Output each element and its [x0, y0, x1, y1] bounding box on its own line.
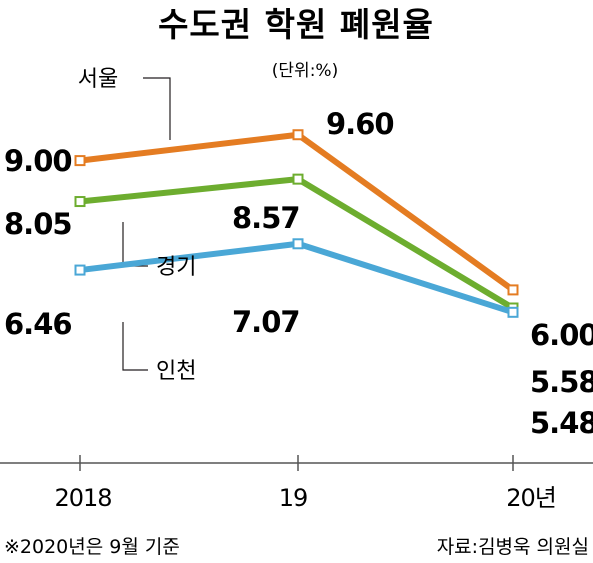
value-label: 5.58 [530, 365, 593, 399]
series-callout-line [122, 322, 148, 371]
chart-title: 수도권 학원 폐원율 [158, 5, 434, 44]
data-point [74, 264, 86, 276]
series-callout-line [143, 77, 171, 140]
value-label: 7.07 [232, 305, 300, 339]
data-point [74, 196, 86, 208]
x-tick-label: 19 [279, 484, 308, 512]
value-label: 6.00 [530, 318, 593, 352]
value-label: 5.48 [530, 406, 593, 440]
data-point [292, 129, 304, 141]
unit-label: (단위:%) [272, 61, 338, 81]
source-note: 자료:김병욱 의원실 [437, 536, 589, 558]
series-name-label: 서울 [78, 67, 118, 92]
data-point [292, 238, 304, 250]
value-label: 8.57 [232, 201, 300, 235]
footnote: ※2020년은 9월 기준 [4, 536, 180, 558]
series-name-label: 인천 [156, 359, 196, 384]
x-tick-label: 2018 [54, 484, 111, 512]
value-label: 8.05 [4, 207, 72, 241]
value-label: 9.00 [4, 144, 72, 178]
data-point [507, 306, 519, 318]
series-line [79, 240, 514, 316]
data-point [507, 284, 519, 296]
value-label: 9.60 [326, 107, 394, 141]
data-point [292, 173, 304, 185]
value-label: 6.46 [4, 307, 72, 341]
series-name-label: 경기 [156, 255, 196, 280]
x-tick-label: 20년 [506, 484, 556, 512]
data-point [74, 155, 86, 167]
